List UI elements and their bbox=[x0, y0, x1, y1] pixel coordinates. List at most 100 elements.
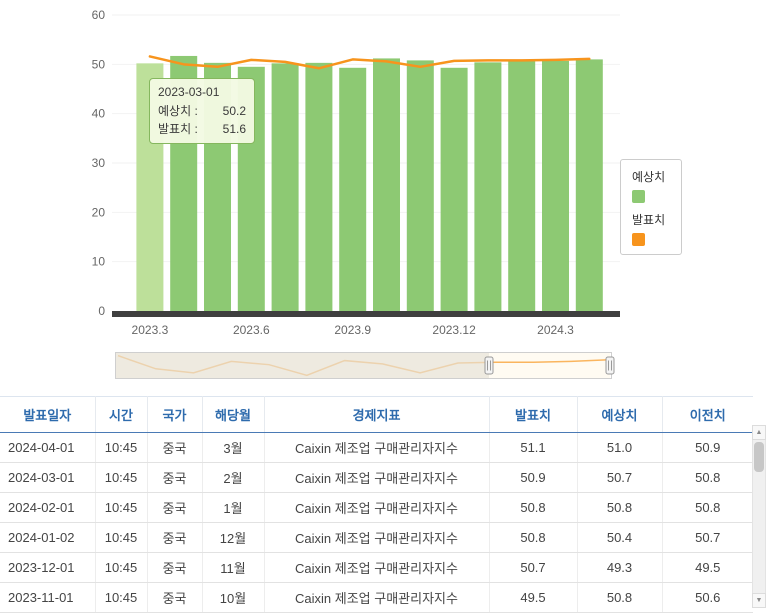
header-actual: 발표치 bbox=[489, 396, 578, 433]
y-axis-label: 30 bbox=[92, 156, 106, 170]
cell-time: 10:45 bbox=[95, 492, 148, 523]
tooltip-actual-label: 발표치 : bbox=[158, 121, 198, 136]
x-axis-label: 2023.12 bbox=[432, 323, 476, 337]
cell-actual: 51.1 bbox=[489, 432, 578, 463]
cell-month: 11월 bbox=[202, 552, 265, 583]
navigator-selected-range[interactable] bbox=[489, 353, 610, 378]
forecast-bar[interactable] bbox=[440, 67, 468, 311]
tooltip-forecast-value: 50.2 bbox=[222, 104, 246, 119]
header-release-date: 발표일자 bbox=[0, 396, 96, 433]
cell-actual: 50.9 bbox=[489, 462, 578, 493]
table-row[interactable]: 2023-12-01 10:45 중국 11월 Caixin 제조업 구매관리자지수 50… bbox=[0, 552, 753, 583]
scroll-up-icon: ▲ bbox=[755, 429, 763, 436]
cell-date: 2024-02-01 bbox=[0, 492, 96, 523]
cell-forecast: 50.8 bbox=[577, 582, 663, 613]
table-header-row: 발표일자 시간 국가 해당월 경제지표 발표치 예상치 이전치 bbox=[0, 396, 753, 433]
y-axis-label: 40 bbox=[92, 107, 106, 121]
forecast-swatch-icon bbox=[632, 190, 645, 203]
legend-actual-label: 발표치 bbox=[632, 213, 666, 227]
navigator-mask[interactable] bbox=[116, 353, 489, 378]
cell-previous: 50.8 bbox=[662, 462, 753, 493]
cell-previous: 50.8 bbox=[662, 492, 753, 523]
legend-item-forecast[interactable]: 예상치 bbox=[632, 168, 675, 203]
cell-actual: 50.8 bbox=[489, 522, 578, 553]
tooltip-actual-value: 51.6 bbox=[222, 121, 246, 136]
forecast-bar[interactable] bbox=[508, 60, 536, 312]
forecast-bar[interactable] bbox=[406, 60, 434, 312]
y-axis-label: 60 bbox=[92, 8, 106, 22]
scroll-up-button[interactable]: ▲ bbox=[752, 425, 766, 440]
forecast-bar[interactable] bbox=[474, 62, 502, 311]
navigator-handle[interactable] bbox=[605, 356, 615, 375]
cell-forecast: 50.8 bbox=[577, 492, 663, 523]
tooltip-forecast-label: 예상치 : bbox=[158, 104, 198, 119]
legend-item-actual[interactable]: 발표치 bbox=[632, 211, 675, 246]
cell-date: 2024-04-01 bbox=[0, 432, 96, 463]
cell-date: 2023-11-01 bbox=[0, 582, 96, 613]
cell-indicator: Caixin 제조업 구매관리자지수 bbox=[264, 582, 490, 613]
cell-previous: 49.5 bbox=[662, 552, 753, 583]
cell-actual: 49.5 bbox=[489, 582, 578, 613]
x-axis-label: 2023.3 bbox=[132, 323, 169, 337]
forecast-bar[interactable] bbox=[305, 62, 333, 311]
cell-forecast: 50.4 bbox=[577, 522, 663, 553]
header-country: 국가 bbox=[147, 396, 203, 433]
scrollbar-track[interactable] bbox=[752, 440, 766, 593]
cell-indicator: Caixin 제조업 구매관리자지수 bbox=[264, 432, 490, 463]
pmi-chart-panel: 0 10 20 30 40 50 60 2023.3 2023.6 2023.9 2023.12 20… bbox=[92, 8, 682, 379]
cell-indicator: Caixin 제조업 구매관리자지수 bbox=[264, 462, 490, 493]
cell-indicator: Caixin 제조업 구매관리자지수 bbox=[264, 492, 490, 523]
header-time: 시간 bbox=[95, 396, 148, 433]
table-row[interactable]: 2023-11-01 10:45 중국 10월 Caixin 제조업 구매관리자지수 49… bbox=[0, 582, 753, 613]
table-row[interactable]: 2024-02-01 10:45 중국 1월 Caixin 제조업 구매관리자지수 50.… bbox=[0, 492, 753, 523]
forecast-bar[interactable] bbox=[575, 59, 603, 312]
x-axis-label: 2023.6 bbox=[233, 323, 270, 337]
y-axis-label: 50 bbox=[92, 57, 106, 71]
scroll-down-button[interactable]: ▼ bbox=[752, 593, 766, 608]
cell-month: 10월 bbox=[202, 582, 265, 613]
forecast-bar[interactable] bbox=[373, 58, 400, 312]
cell-country: 중국 bbox=[147, 552, 203, 583]
header-month: 해당월 bbox=[202, 396, 265, 433]
cell-forecast: 49.3 bbox=[577, 552, 663, 583]
cell-indicator: Caixin 제조업 구매관리자지수 bbox=[264, 522, 490, 553]
y-axis-label: 0 bbox=[98, 304, 105, 318]
table-row[interactable]: 2024-04-01 10:45 중국 3월 Caixin 제조업 구매관리자지수 51.… bbox=[0, 432, 753, 463]
economic-indicator-table: 발표일자 시간 국가 해당월 경제지표 발표치 예상치 이전치 2024-04-… bbox=[0, 396, 753, 613]
cell-month: 1월 bbox=[202, 492, 265, 523]
cell-actual: 50.8 bbox=[489, 492, 578, 523]
actual-line bbox=[148, 55, 591, 70]
cell-date: 2024-01-02 bbox=[0, 522, 96, 553]
scroll-down-icon: ▼ bbox=[755, 597, 763, 604]
y-axis-label: 20 bbox=[92, 205, 106, 219]
y-axis-label: 10 bbox=[92, 255, 106, 269]
cell-date: 2024-03-01 bbox=[0, 462, 96, 493]
cell-month: 2월 bbox=[202, 462, 265, 493]
cell-time: 10:45 bbox=[95, 462, 148, 493]
table-row[interactable]: 2024-03-01 10:45 중국 2월 Caixin 제조업 구매관리자지수 50.… bbox=[0, 462, 753, 493]
header-forecast: 예상치 bbox=[577, 396, 663, 433]
table-scrollbar[interactable]: ▲ ▼ bbox=[752, 425, 766, 608]
cell-previous: 50.7 bbox=[662, 522, 753, 553]
navigator-handle[interactable] bbox=[484, 356, 494, 375]
scrollbar-thumb[interactable] bbox=[754, 442, 764, 472]
cell-month: 12월 bbox=[202, 522, 265, 553]
table-body: 2024-04-01 10:45 중국 3월 Caixin 제조업 구매관리자지수 51.… bbox=[0, 432, 753, 613]
cell-time: 10:45 bbox=[95, 522, 148, 553]
forecast-bar[interactable] bbox=[542, 60, 569, 311]
cell-country: 중국 bbox=[147, 522, 203, 553]
cell-country: 중국 bbox=[147, 492, 203, 523]
chart-legend: 예상치 발표치 bbox=[620, 159, 682, 255]
cell-forecast: 51.0 bbox=[577, 432, 663, 463]
tooltip-date: 2023-03-01 bbox=[158, 85, 220, 99]
actual-swatch-icon bbox=[632, 233, 645, 246]
x-axis-label: 2024.3 bbox=[537, 323, 574, 337]
cell-previous: 50.6 bbox=[662, 582, 753, 613]
table-row[interactable]: 2024-01-02 10:45 중국 12월 Caixin 제조업 구매관리자지수 50… bbox=[0, 522, 753, 553]
cell-country: 중국 bbox=[147, 432, 203, 463]
forecast-bar[interactable] bbox=[271, 63, 299, 312]
header-indicator: 경제지표 bbox=[264, 396, 490, 433]
chart-tooltip: 2023-03-01 예상치 : 50.2 발표치 : 51.6 bbox=[149, 78, 255, 145]
cell-country: 중국 bbox=[147, 462, 203, 493]
forecast-bar[interactable] bbox=[339, 67, 367, 311]
